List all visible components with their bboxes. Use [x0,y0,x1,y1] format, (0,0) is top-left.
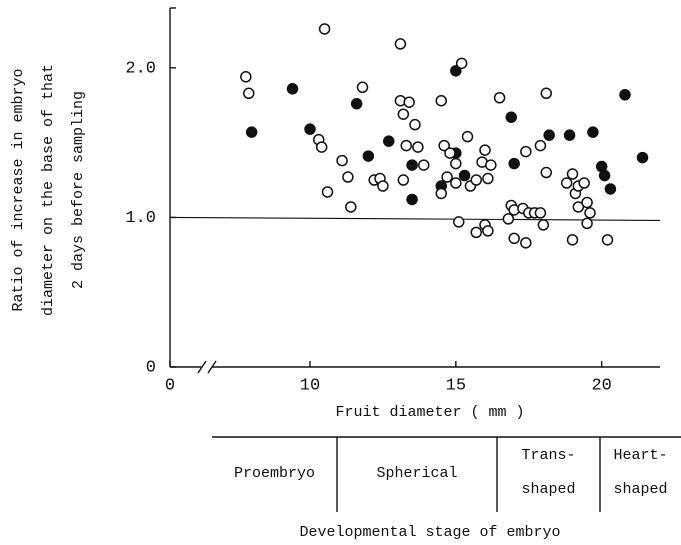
point [406,193,418,206]
point [450,157,462,170]
point [461,130,474,143]
point [438,139,450,152]
point [345,201,357,213]
point [318,23,331,35]
y-axis-label: diameter on the base of that [40,64,57,316]
point [505,111,517,123]
point [336,154,348,167]
point [508,157,520,170]
point [455,57,468,70]
point [566,168,579,180]
point [418,159,430,171]
point [534,139,547,152]
point [479,144,491,156]
point [534,207,547,219]
point [304,123,316,135]
point [540,87,552,100]
point [619,89,631,101]
stage-title: Developmental stage of embryo [299,524,560,541]
point [520,145,532,158]
point [604,183,617,195]
point [377,180,389,192]
stage-label: Spherical [376,465,457,482]
point [444,147,456,159]
point [563,129,576,141]
point [450,177,462,189]
axis-break [197,360,207,374]
point [397,108,410,120]
point [584,207,596,219]
point [356,81,369,94]
x-tick-label: 15 [446,376,466,395]
stage-label: Heart- [613,447,667,464]
x-tick-label: 20 [591,376,611,395]
point [587,126,599,138]
point [412,141,424,153]
x-tick-label: 10 [300,376,320,395]
point [566,234,579,246]
reference-line [169,216,661,221]
point [540,166,552,179]
point [286,83,299,95]
y-tick-label: 0 [146,358,156,377]
point [537,219,550,231]
point [350,97,363,110]
point [502,213,515,225]
point [435,187,447,200]
point [578,177,590,189]
point [543,129,555,141]
axis-break [207,360,217,374]
point [453,216,465,228]
point [342,171,354,183]
stage-label: shaped [613,481,667,498]
point [581,217,593,230]
point [572,201,585,213]
stage-label: Trans- [521,447,575,464]
point [508,232,520,245]
point [636,151,649,164]
point [560,177,573,189]
point [520,237,532,249]
point [397,174,410,186]
point [482,225,494,237]
point [493,92,506,104]
point [383,135,395,147]
y-tick-label: 2.0 [125,59,156,78]
y-axis-label: 2 days before sampling [70,91,87,289]
stage-label: shaped [521,481,575,498]
point [470,174,482,186]
point [441,171,453,183]
point [598,169,611,182]
point [450,65,462,77]
y-tick-label: 1.0 [125,209,156,228]
point [321,186,334,198]
point [458,169,471,182]
point [394,38,407,50]
point [482,172,494,185]
point [243,87,255,100]
x-axis-label: Fruit diameter ( mm ) [335,404,524,421]
point [403,96,415,108]
point [400,139,412,152]
point [245,126,258,138]
point [409,118,421,131]
point [240,71,252,83]
point [406,159,418,171]
x-tick-label: 0 [165,376,175,395]
point [435,94,447,107]
point [315,141,328,153]
point [601,234,614,246]
point [485,159,497,171]
point [362,150,375,162]
point [581,196,593,209]
point [470,226,482,239]
y-axis-label: Ratio of increase in embryo [10,68,27,311]
stage-label: Proembryo [234,465,315,482]
